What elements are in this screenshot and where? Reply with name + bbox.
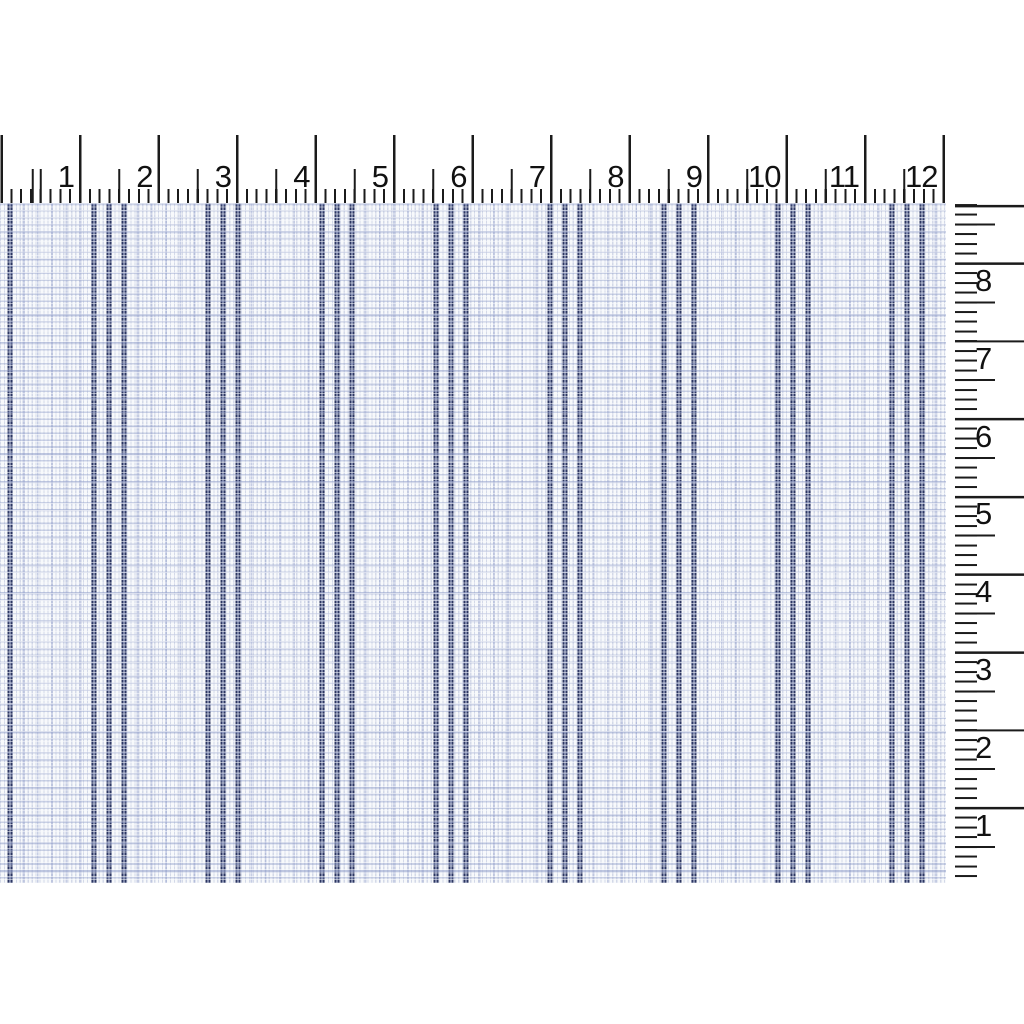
top-ruler-number-11: 11 bbox=[828, 159, 860, 194]
right-ruler-number-1: 1 bbox=[975, 807, 992, 843]
top-ruler-number-4: 4 bbox=[293, 159, 310, 194]
top-ruler-number-3: 3 bbox=[214, 159, 232, 194]
top-ruler-number-10: 10 bbox=[748, 159, 781, 194]
top-ruler-inch-ticks bbox=[0, 135, 950, 203]
top-ruler-number-5: 5 bbox=[371, 159, 389, 194]
right-ruler-number-7: 7 bbox=[975, 340, 992, 376]
right-ruler: 8 7 6 5 4 3 2 1 bbox=[955, 203, 1024, 883]
right-ruler-number-4: 4 bbox=[975, 574, 992, 610]
right-ruler-number-8: 8 bbox=[975, 262, 992, 298]
top-ruler: 1 2 3 4 5 6 7 8 9 10 11 12 bbox=[0, 135, 950, 203]
top-ruler-number-2: 2 bbox=[136, 159, 153, 194]
fabric-swatch bbox=[0, 203, 946, 883]
right-ruler-number-6: 6 bbox=[975, 418, 992, 454]
top-ruler-number-7: 7 bbox=[528, 159, 546, 194]
top-ruler-number-6: 6 bbox=[450, 159, 467, 194]
top-ruler-number-8: 8 bbox=[607, 159, 624, 194]
right-ruler-number-2: 2 bbox=[975, 729, 992, 765]
right-ruler-inch-ticks bbox=[955, 203, 1024, 883]
right-ruler-number-5: 5 bbox=[975, 496, 992, 532]
top-ruler-number-9: 9 bbox=[685, 159, 703, 194]
top-ruler-number-1: 1 bbox=[57, 159, 75, 194]
right-ruler-number-3: 3 bbox=[975, 651, 992, 687]
top-ruler-number-12: 12 bbox=[905, 159, 938, 194]
